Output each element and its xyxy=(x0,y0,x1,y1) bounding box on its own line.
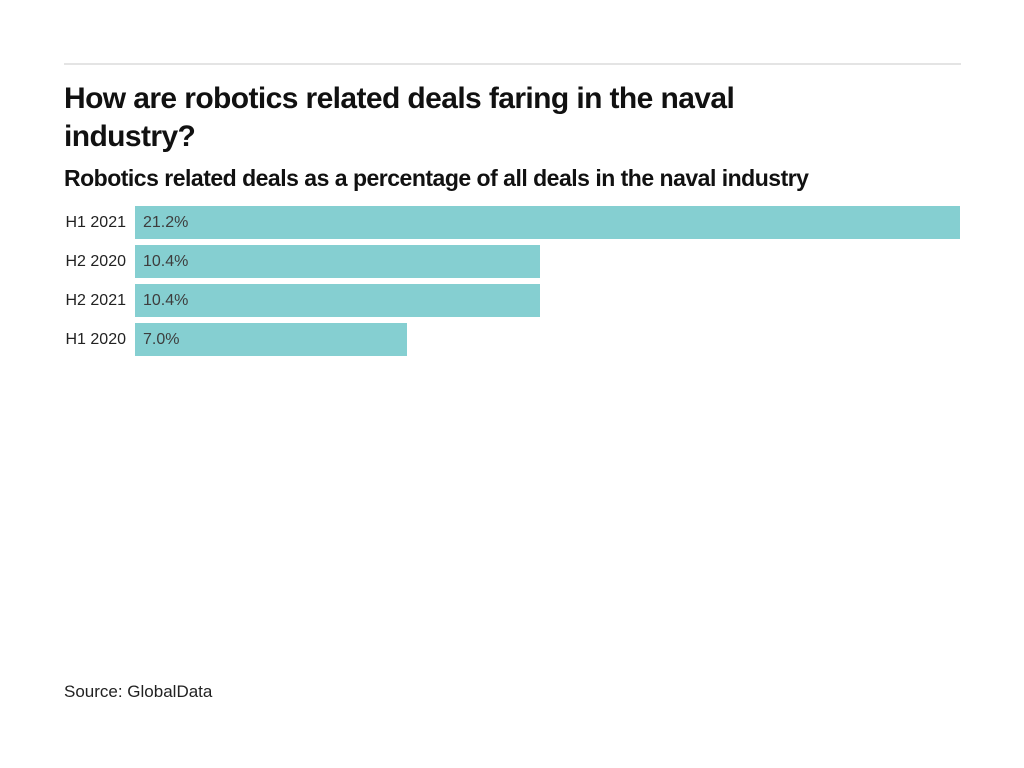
value-label: 10.4% xyxy=(143,291,189,309)
header-divider xyxy=(64,63,961,65)
bar-row: H1 2020 7.0% xyxy=(64,323,960,356)
chart-title-line-2: industry? xyxy=(64,120,196,153)
bar: 7.0% xyxy=(135,323,407,356)
bar: 21.2% xyxy=(135,206,960,239)
category-label: H1 2021 xyxy=(65,213,127,231)
source-attribution: Source: GlobalData xyxy=(64,682,213,701)
category-label: H2 2020 xyxy=(65,252,127,270)
chart-title: How are robotics related deals faring in… xyxy=(64,80,735,156)
category-label: H1 2020 xyxy=(65,330,127,348)
bar-row: H2 2021 10.4% xyxy=(64,284,960,317)
bar-row: H2 2020 10.4% xyxy=(64,245,960,278)
value-label: 21.2% xyxy=(143,213,189,231)
bar: 10.4% xyxy=(135,284,540,317)
chart-title-line-1: How are robotics related deals faring in… xyxy=(64,82,735,115)
bar: 10.4% xyxy=(135,245,540,278)
category-label: H2 2021 xyxy=(65,291,127,309)
value-label: 10.4% xyxy=(143,252,189,270)
bar-chart: H1 2021 21.2% H2 2020 10.4% H2 2021 10.4% H1 2… xyxy=(64,206,960,362)
chart-subtitle: Robotics related deals as a percentage o… xyxy=(64,165,809,191)
value-label: 7.0% xyxy=(143,330,180,348)
bar-row: H1 2021 21.2% xyxy=(64,206,960,239)
